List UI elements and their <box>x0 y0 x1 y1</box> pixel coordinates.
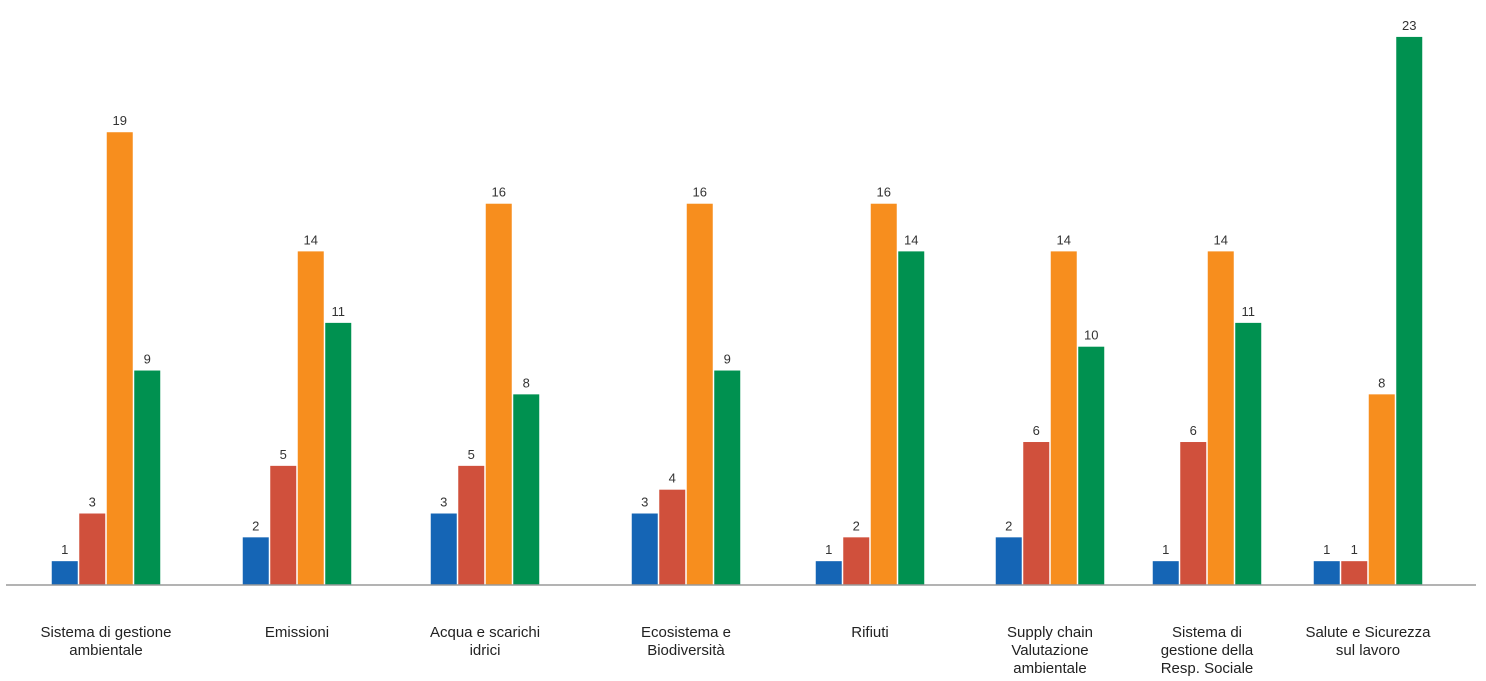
bar-5-2 <box>1050 251 1077 585</box>
bar-value-label: 9 <box>724 352 731 367</box>
bar-value-label: 1 <box>825 542 832 557</box>
value-labels-group: 1319925141135168341691216142614101614111… <box>61 18 1416 557</box>
bar-1-3 <box>325 322 352 585</box>
bar-3-0 <box>631 513 658 585</box>
bar-value-label: 16 <box>693 185 707 200</box>
bar-2-0 <box>430 513 457 585</box>
bar-0-0 <box>51 561 78 585</box>
bar-value-label: 2 <box>252 518 259 533</box>
category-label: ambientale <box>1013 660 1086 677</box>
bar-0-3 <box>134 370 161 585</box>
bar-value-label: 14 <box>1214 232 1228 247</box>
bar-value-label: 9 <box>144 352 151 367</box>
category-label: Acqua e scarichi <box>430 624 540 641</box>
bar-value-label: 4 <box>669 471 676 486</box>
bar-3-1 <box>659 489 686 585</box>
category-label: Biodiversità <box>647 642 725 659</box>
category-label: Sistema di gestione <box>41 624 172 641</box>
bar-value-label: 14 <box>1057 232 1071 247</box>
bar-2-3 <box>513 394 540 585</box>
bar-4-2 <box>870 203 897 586</box>
bars-group <box>51 36 1423 586</box>
bar-1-1 <box>270 465 297 585</box>
bar-value-label: 8 <box>1378 375 1385 390</box>
bar-value-label: 1 <box>1351 542 1358 557</box>
bar-4-0 <box>815 561 842 585</box>
bar-value-label: 16 <box>877 185 891 200</box>
bar-value-label: 19 <box>113 113 127 128</box>
bar-value-label: 5 <box>468 447 475 462</box>
bar-6-2 <box>1207 251 1234 585</box>
bar-3-3 <box>714 370 741 585</box>
bar-7-0 <box>1313 561 1340 585</box>
bar-value-label: 3 <box>440 495 447 510</box>
bar-value-label: 6 <box>1033 423 1040 438</box>
bar-2-2 <box>485 203 512 586</box>
category-label: Supply chain <box>1007 624 1093 641</box>
bar-5-0 <box>995 537 1022 585</box>
bar-1-0 <box>242 537 269 585</box>
bar-6-3 <box>1235 322 1262 585</box>
bar-7-2 <box>1368 394 1395 585</box>
category-label: idrici <box>470 642 501 659</box>
bar-value-label: 3 <box>641 495 648 510</box>
bar-value-label: 2 <box>1005 518 1012 533</box>
bar-value-label: 5 <box>280 447 287 462</box>
category-label: Salute e Sicurezza <box>1305 624 1431 641</box>
bar-value-label: 11 <box>1242 304 1256 319</box>
category-label: Sistema di <box>1172 624 1242 641</box>
bar-value-label: 2 <box>853 518 860 533</box>
bar-value-label: 1 <box>1323 542 1330 557</box>
bar-4-1 <box>843 537 870 585</box>
bar-0-2 <box>106 132 133 585</box>
bar-value-label: 1 <box>61 542 68 557</box>
bar-4-3 <box>898 251 925 585</box>
bar-value-label: 11 <box>332 304 346 319</box>
category-label: Ecosistema e <box>641 624 731 641</box>
bar-value-label: 14 <box>904 232 918 247</box>
bar-6-0 <box>1152 561 1179 585</box>
bar-value-label: 14 <box>304 232 318 247</box>
bar-2-1 <box>458 465 485 585</box>
bar-value-label: 10 <box>1084 328 1098 343</box>
category-label: ambientale <box>69 642 142 659</box>
bar-3-2 <box>686 203 713 586</box>
bar-value-label: 6 <box>1190 423 1197 438</box>
bar-7-3 <box>1396 36 1423 585</box>
bar-value-label: 1 <box>1162 542 1169 557</box>
category-label: sul lavoro <box>1336 642 1400 659</box>
category-label: Emissioni <box>265 624 329 641</box>
bar-5-3 <box>1078 346 1105 585</box>
bar-5-1 <box>1023 442 1050 585</box>
category-label: gestione della <box>1161 642 1254 659</box>
category-label: Valutazione <box>1011 642 1088 659</box>
bar-value-label: 23 <box>1402 18 1416 33</box>
bar-7-1 <box>1341 561 1368 585</box>
bar-6-1 <box>1180 442 1207 585</box>
category-label: Resp. Sociale <box>1161 660 1254 677</box>
bar-0-1 <box>79 513 106 585</box>
category-label: Rifiuti <box>851 624 889 641</box>
bar-value-label: 16 <box>492 185 506 200</box>
bar-value-label: 3 <box>89 495 96 510</box>
bar-1-2 <box>297 251 324 585</box>
bar-value-label: 8 <box>523 375 530 390</box>
